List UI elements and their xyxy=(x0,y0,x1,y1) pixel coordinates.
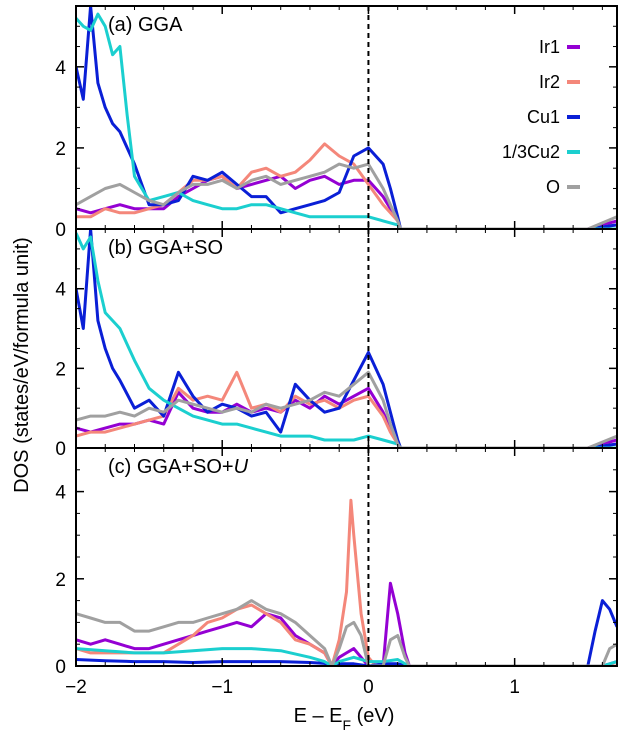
y-axis-title: DOS (states/eV/formula unit) xyxy=(11,237,33,493)
panel-label-italic-2: U xyxy=(234,456,249,478)
y-tick-label-panel-2: 0 xyxy=(55,657,66,678)
legend: Ir1 Ir2 Cu1 1/3Cu2 O xyxy=(502,37,580,197)
y-tick-label-panel-0: 2 xyxy=(55,139,66,160)
series-group-1 xyxy=(76,229,617,448)
panel-label-text-1: (b) GGA+SO xyxy=(108,237,223,259)
panel-frame-1 xyxy=(75,228,618,449)
x-tick-label: −1 xyxy=(211,677,233,698)
x-tick-label: −2 xyxy=(65,677,87,698)
x-axis-title-unit: (eV) xyxy=(351,705,394,727)
series-line-13cu2-panel-1 xyxy=(76,232,617,448)
x-axis-title-main: E – E xyxy=(294,705,343,727)
series-line-ir2-panel-0 xyxy=(76,142,617,229)
y-tick-label-panel-0: 4 xyxy=(55,58,66,79)
x-tick-label: 0 xyxy=(363,677,374,698)
series-group-2 xyxy=(76,498,617,666)
legend-label: Ir1 xyxy=(539,37,560,57)
series-line-ir2-panel-2 xyxy=(76,498,617,666)
y-tick-label-panel-0: 0 xyxy=(55,220,66,241)
series-line-cu1-panel-2 xyxy=(76,599,617,666)
y-tick-label-panel-1: 2 xyxy=(55,359,66,380)
series-line-cu1-panel-1 xyxy=(76,229,617,448)
x-axis-title: E – EF (eV) xyxy=(294,705,395,730)
y-tick-label-panel-2: 2 xyxy=(55,570,66,591)
series-line-o-panel-1 xyxy=(76,370,617,448)
panel-label-1: (b) GGA+SO xyxy=(108,237,223,259)
series-line-13cu2-panel-2 xyxy=(76,647,617,666)
series-line-ir1-panel-2 xyxy=(76,581,617,666)
panel-label-2: (c) GGA+SO+U xyxy=(108,456,249,478)
legend-label: 1/3Cu2 xyxy=(502,142,560,162)
y-tick-label-panel-1: 4 xyxy=(55,280,66,301)
legend-label: O xyxy=(546,177,560,197)
series-line-o-panel-2 xyxy=(76,599,617,666)
y-tick-label-panel-2: 4 xyxy=(55,483,66,504)
series-line-13cu2-panel-0 xyxy=(76,12,617,229)
panel-1: 0 2 4 (b) GGA+SO xyxy=(55,228,618,460)
panel-frame-2 xyxy=(75,447,618,667)
x-tick-label: 1 xyxy=(509,677,520,698)
y-tick-label-panel-1: 0 xyxy=(55,439,66,460)
series-line-cu1-panel-0 xyxy=(76,6,617,229)
panel-label-0: (a) GGA xyxy=(108,14,183,36)
series-line-o-panel-0 xyxy=(76,162,617,229)
panels-layer: 0 2 4 (a) GGA 0 2 4 (b) GGA+SO 0 2 4 (c) GGA+SO+U −2… xyxy=(55,5,618,698)
panel-label-text-0: (a) GGA xyxy=(108,14,183,36)
x-axis-title-sub: F xyxy=(343,717,352,730)
panel-label-text-2: (c) GGA+SO+ xyxy=(108,456,234,478)
series-line-ir1-panel-0 xyxy=(76,174,617,229)
panel-2: 0 2 4 (c) GGA+SO+U xyxy=(55,447,618,678)
series-group-0 xyxy=(76,6,617,229)
legend-label: Ir2 xyxy=(539,72,560,92)
legend-label: Cu1 xyxy=(527,107,560,127)
panel-0: 0 2 4 (a) GGA xyxy=(55,5,618,241)
